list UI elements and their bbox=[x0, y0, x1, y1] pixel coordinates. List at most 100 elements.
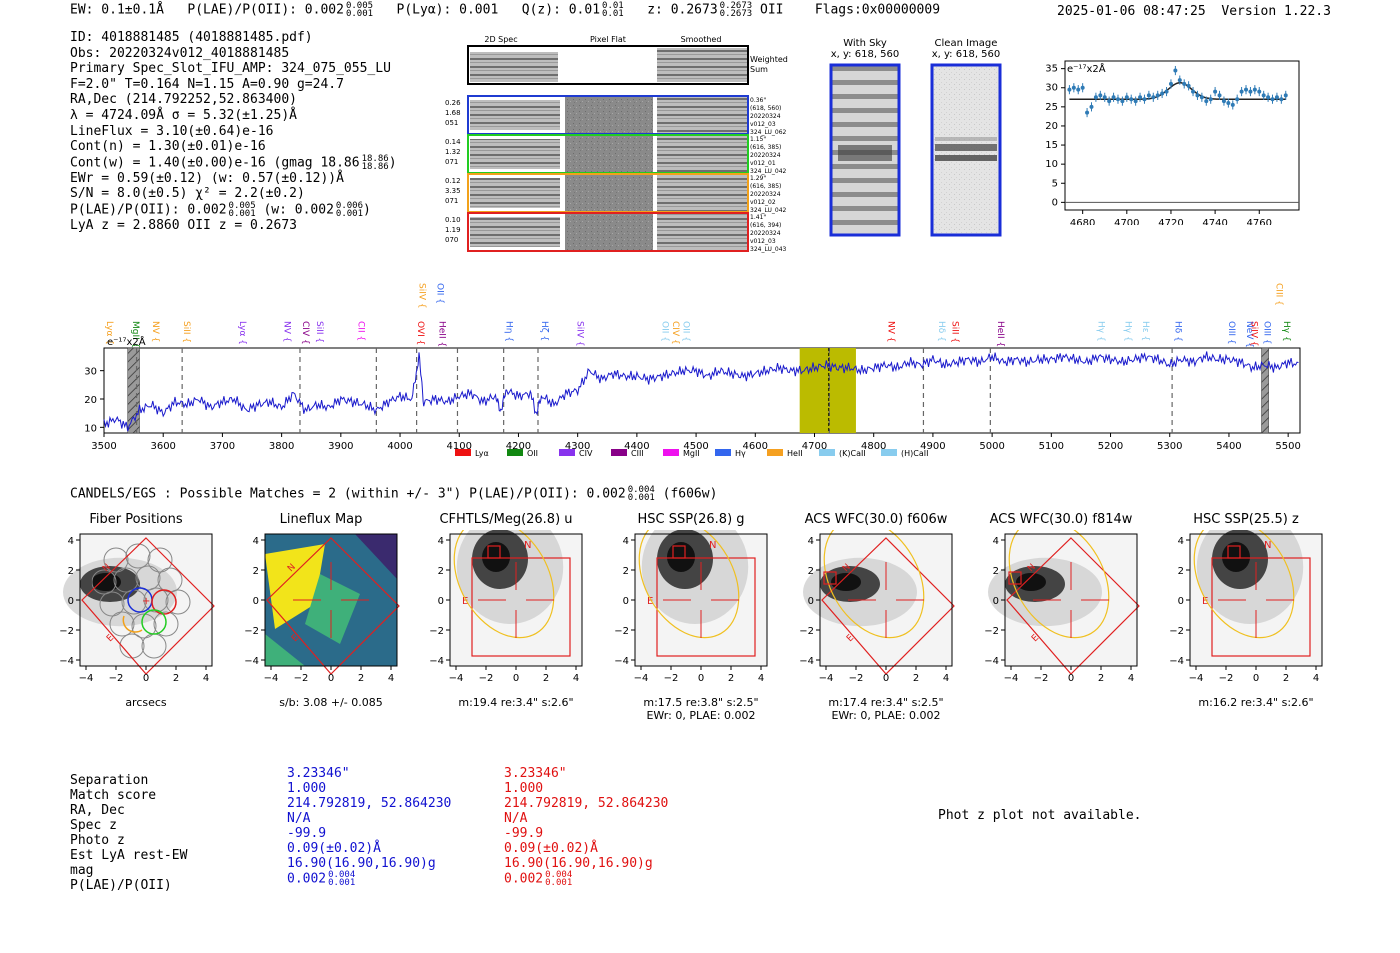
spectrum-line-label: NV { bbox=[150, 321, 160, 342]
fiber-row-right-text: v012_03 bbox=[750, 238, 776, 245]
aperture-ellipse bbox=[638, 530, 740, 639]
spectrum-frame bbox=[103, 347, 1301, 434]
cutout-ytick-label: 2 bbox=[808, 566, 814, 577]
spectrum-line-label: Hγ { bbox=[1096, 321, 1106, 342]
zoom-point bbox=[1107, 99, 1112, 104]
clean-header: Clean Image x, y: 618, 560 bbox=[926, 38, 1006, 60]
cutout-xtick-label: 4 bbox=[203, 673, 209, 684]
zoom-point bbox=[1160, 91, 1165, 96]
fiber-2d-image bbox=[470, 178, 560, 208]
col1-separation: 3.23346" bbox=[287, 766, 350, 781]
fiber-circle bbox=[113, 567, 139, 593]
zoom-point bbox=[1182, 81, 1187, 86]
info-id: ID: 4018881485 (4018881485.pdf) bbox=[70, 30, 313, 45]
col1-mag: 16.90(16.90,16.90)g bbox=[287, 856, 436, 871]
spectrum-legend-label: (H)CaII bbox=[901, 449, 928, 458]
aperture-ellipse bbox=[453, 530, 555, 639]
cutout-xtick-label: 4 bbox=[943, 673, 949, 684]
zoom-point bbox=[1076, 87, 1081, 92]
cutout-ytick-label: 4 bbox=[68, 536, 74, 547]
match-table-labels: Separation Match score RA, Dec Spec z Ph… bbox=[70, 773, 187, 893]
label-photo-z: Photo z bbox=[70, 833, 125, 848]
zoom-point bbox=[1208, 97, 1213, 102]
cutout-ytick-label: −2 bbox=[614, 626, 629, 637]
zoom-point bbox=[1071, 85, 1076, 90]
fiber-row-left-text: 071 bbox=[445, 197, 458, 205]
zoom-point bbox=[1221, 99, 1226, 104]
info-plae-w-lo: 0.001 bbox=[335, 209, 364, 220]
col2-match-score: 1.000 bbox=[504, 781, 544, 796]
spectrum-legend-label: MgII bbox=[683, 449, 700, 458]
match-square bbox=[1008, 571, 1022, 585]
zoom-point bbox=[1115, 97, 1120, 102]
cutout-ytick-label: −2 bbox=[799, 626, 814, 637]
compass-e: E bbox=[462, 596, 468, 607]
info-primary: Primary Spec_Slot_IFU_AMP: 324_075_055_L… bbox=[70, 61, 391, 77]
match-summary: CANDELS/EGS : Possible Matches = 2 (with… bbox=[70, 486, 717, 503]
col1-photo-z: -99.9 bbox=[287, 826, 327, 841]
header-plae-hi: 0.005 bbox=[345, 1, 374, 11]
zoom-point bbox=[1155, 93, 1160, 98]
sky-panels bbox=[829, 63, 1002, 237]
match-summary-text: CANDELS/EGS : Possible Matches = 2 (with… bbox=[70, 486, 626, 502]
fiber-arc-orange bbox=[122, 615, 143, 633]
spectrum-unit-label: e⁻¹⁷x2Å bbox=[107, 335, 146, 348]
fiber-row-left-text: 051 bbox=[445, 119, 458, 127]
info-contw-text: Cont(w) = 1.40(±0.00)e-16 (gmag 18.86 bbox=[70, 155, 360, 171]
fiber-row-frame bbox=[467, 212, 749, 252]
header-qz-lo: 0.01 bbox=[602, 9, 624, 19]
cutout-xtick-label: 2 bbox=[1098, 673, 1104, 684]
fiber-row-right-text: 20220324 bbox=[750, 113, 781, 120]
cutout-xtick-label: 0 bbox=[1253, 673, 1259, 684]
col1-spec-z: N/A bbox=[287, 811, 311, 826]
cutout-xtick-label: −4 bbox=[79, 673, 94, 684]
zoom-xtick-label: 4760 bbox=[1247, 218, 1272, 225]
zoom-point bbox=[1124, 95, 1129, 100]
cutout-footer: s/b: 3.08 +/- 0.085 bbox=[235, 696, 427, 709]
aperture-ellipse bbox=[1008, 530, 1110, 639]
cutout-ytick-label: 2 bbox=[253, 566, 259, 577]
cutout-image: N E −4 4 −2 2 0 0 2 −2 4 −4 bbox=[429, 530, 583, 684]
cutout-footer-line1: m:16.2 re:3.4" s:2.6" bbox=[1198, 696, 1314, 709]
zoom-point bbox=[1133, 99, 1138, 104]
cutout-xtick-label: −2 bbox=[109, 673, 124, 684]
with-sky-xy: x, y: 618, 560 bbox=[830, 49, 900, 60]
cutout-xtick-label: −4 bbox=[634, 673, 649, 684]
footprint-diamond bbox=[1006, 537, 1140, 675]
zoom-point bbox=[1266, 95, 1271, 100]
col2-radec: 214.792819, 52.864230 bbox=[504, 796, 669, 811]
clean-title: Clean Image bbox=[934, 38, 998, 49]
zoom-point bbox=[1217, 93, 1222, 98]
fiber-circle bbox=[135, 565, 161, 591]
cutout-ytick-label: 4 bbox=[1178, 536, 1184, 547]
spec2d-col-smoothed: Smoothed bbox=[681, 35, 722, 44]
zoom-point bbox=[1235, 97, 1240, 102]
clean-emission-3 bbox=[935, 137, 997, 141]
spectrum-legend-label: CIV bbox=[579, 449, 593, 458]
spec2d-col-2dspec: 2D Spec bbox=[484, 35, 517, 44]
zoom-point bbox=[1261, 93, 1266, 98]
zoom-point bbox=[1177, 78, 1182, 83]
col2-lya-ew: 0.09(±0.02)Å bbox=[504, 841, 598, 856]
fiber-row-left-text: 070 bbox=[445, 236, 458, 244]
cutout-xtick-label: 0 bbox=[143, 673, 149, 684]
aperture-ellipse bbox=[823, 530, 925, 639]
info-sn: S/N = 8.0(±0.5) χ² = 2.2(±0.2) bbox=[70, 186, 305, 202]
fiber-circle bbox=[147, 547, 173, 573]
zoom-xtick-label: 4700 bbox=[1114, 218, 1139, 225]
zoom-ytick-label: 20 bbox=[1045, 121, 1058, 132]
fiber-row-left-text: 3.35 bbox=[445, 187, 461, 195]
fiber-row-right-text: (616, 385) bbox=[750, 183, 781, 190]
galaxy-nucleus bbox=[91, 573, 121, 591]
zoom-xtick-label: 4740 bbox=[1202, 218, 1227, 225]
zoom-ytick-label: 0 bbox=[1052, 197, 1058, 208]
spectrum-line-label: OVI { bbox=[415, 321, 425, 345]
cutout-xtick-label: 4 bbox=[758, 673, 764, 684]
info-plae-w: (w: 0.002 bbox=[263, 202, 334, 218]
compass-e: E bbox=[1030, 633, 1041, 644]
cutout-xtick-label: −4 bbox=[264, 673, 279, 684]
compass-n: N bbox=[1026, 562, 1038, 574]
cutout-ytick-label: −4 bbox=[59, 656, 74, 667]
fiber-row-right-text: 20220324 bbox=[750, 152, 781, 159]
fiber-row-right-text: 1.15" bbox=[750, 136, 766, 143]
